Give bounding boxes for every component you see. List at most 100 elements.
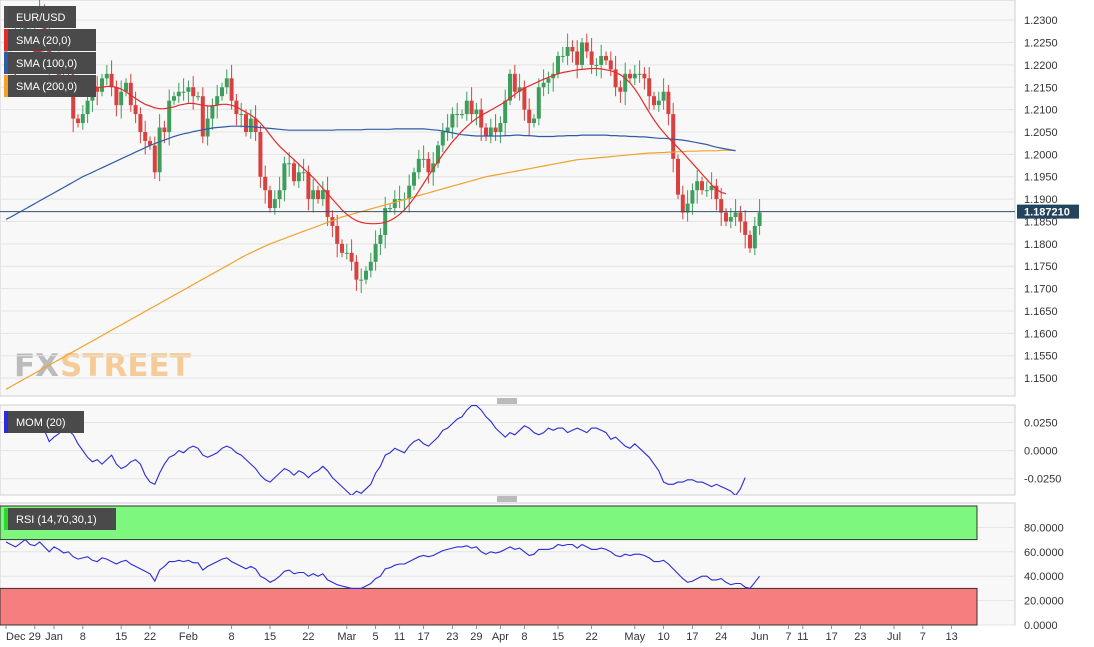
- rsi-overbought-band: [0, 505, 978, 541]
- mom-legend-swatch: [4, 411, 8, 433]
- candle-body: [412, 172, 416, 186]
- resize-handle-mom[interactable]: [497, 496, 517, 502]
- candle-body: [748, 234, 752, 249]
- candle-body: [287, 163, 292, 165]
- candle-body: [589, 51, 594, 65]
- candle-body: [80, 114, 85, 124]
- candle-body: [436, 145, 440, 164]
- x-tick-26: 11: [797, 631, 808, 643]
- last-price-tag-bg: [1017, 204, 1079, 219]
- last-price-tag: 1.187210: [1017, 204, 1079, 219]
- candle-body: [575, 51, 580, 65]
- candle-body: [637, 73, 642, 75]
- candle-body: [162, 127, 167, 132]
- x-tick-23: 24: [715, 631, 727, 643]
- candle-body: [172, 96, 176, 101]
- mom-legend-label: MOM (20): [16, 417, 66, 429]
- candle-body: [700, 181, 704, 191]
- candle-body: [186, 87, 191, 92]
- candle-body: [584, 42, 589, 52]
- x-tick-10: Mar: [337, 631, 356, 643]
- price-tick-0: 1.2300: [1024, 15, 1058, 27]
- candle-body: [608, 60, 613, 70]
- sma-20-line: [5, 50, 727, 225]
- candle-body: [301, 172, 306, 174]
- x-tick-27: 17: [825, 631, 837, 643]
- candle-body: [277, 190, 282, 200]
- candle-body: [728, 217, 733, 222]
- main-legend[interactable]: EUR/USD SMA (20,0) SMA (100,0) SMA (200,0): [4, 6, 96, 97]
- candle-body: [244, 114, 248, 132]
- rsi-tick-2: 40.0000: [1024, 571, 1064, 583]
- candle-body: [229, 78, 234, 101]
- candle-body: [455, 114, 460, 116]
- price-tick-8: 1.1900: [1024, 194, 1058, 206]
- candle-body: [397, 199, 402, 201]
- x-tick-3: 8: [80, 631, 86, 643]
- x-tick-12: 11: [394, 631, 405, 643]
- candle-body: [628, 73, 632, 79]
- legend-item-swatch: [4, 6, 8, 28]
- candle-body: [407, 185, 412, 200]
- candle-body: [440, 132, 445, 146]
- x-tick-0: Dec: [6, 631, 26, 643]
- rsi-tick-4: 0.0000: [1024, 620, 1058, 632]
- candle-body: [176, 91, 181, 97]
- candle-body: [632, 73, 637, 79]
- candle-body: [258, 132, 263, 177]
- candle-body: [752, 225, 757, 249]
- price-tick-15: 1.1550: [1024, 351, 1058, 363]
- candle-body: [685, 203, 690, 213]
- candle-body: [349, 252, 354, 262]
- candle-body: [157, 127, 162, 173]
- candle-body: [652, 96, 656, 106]
- candle-body: [354, 261, 359, 280]
- price-tick-14: 1.1600: [1024, 328, 1058, 340]
- rsi-legend-swatch: [4, 508, 8, 530]
- candle-body: [330, 217, 335, 226]
- candle-body: [738, 212, 743, 222]
- candle-body: [498, 123, 503, 132]
- price-tick-1: 1.2250: [1024, 38, 1058, 50]
- resize-handle-main[interactable]: [497, 398, 517, 404]
- candle-body: [282, 163, 287, 191]
- candle-body: [181, 91, 186, 93]
- rsi-legend[interactable]: RSI (14,70,30,1): [4, 508, 116, 530]
- candle-body: [220, 87, 224, 97]
- candle-body: [599, 55, 604, 65]
- candle-body: [335, 225, 340, 244]
- mom-tick-1: 0.0000: [1024, 446, 1058, 458]
- candle-body: [114, 87, 119, 106]
- x-tick-25: 7: [785, 631, 791, 643]
- legend-item-label: SMA (100,0): [16, 58, 77, 70]
- candle-body: [743, 221, 748, 235]
- momentum-line: [5, 405, 746, 495]
- price-tick-3: 1.2150: [1024, 82, 1058, 94]
- candle-body: [292, 163, 296, 182]
- candle-body: [560, 55, 565, 57]
- candle-body: [464, 100, 469, 115]
- candle-body: [709, 185, 714, 191]
- candle-body: [205, 118, 210, 137]
- legend-item-bg: [4, 6, 76, 28]
- mom-legend[interactable]: MOM (20): [4, 411, 84, 433]
- main-panel: [0, 0, 1016, 397]
- x-tick-31: 13: [945, 631, 957, 643]
- x-tick-19: 22: [585, 631, 597, 643]
- y-axis-tick-labels: 1.2300 1.2250 1.2200 1.2150 1.2100 1.2050 1.20…: [1024, 15, 1064, 632]
- candle-body: [215, 96, 220, 106]
- x-tick-30: 7: [920, 631, 926, 643]
- x-tick-6: Feb: [179, 631, 198, 643]
- legend-item-label: SMA (20,0): [16, 35, 71, 47]
- candle-body: [565, 46, 570, 56]
- candle-body: [71, 78, 76, 119]
- rsi-legend-bg: [4, 508, 116, 530]
- x-tick-18: 15: [552, 631, 564, 643]
- candle-body: [714, 185, 719, 200]
- price-tick-6: 1.2000: [1024, 149, 1058, 161]
- candle-body: [517, 87, 522, 92]
- mom-tick-2: -0.0250: [1024, 474, 1061, 486]
- candle-body: [196, 96, 200, 98]
- x-tick-9: 22: [302, 631, 314, 643]
- candle-body: [570, 46, 575, 52]
